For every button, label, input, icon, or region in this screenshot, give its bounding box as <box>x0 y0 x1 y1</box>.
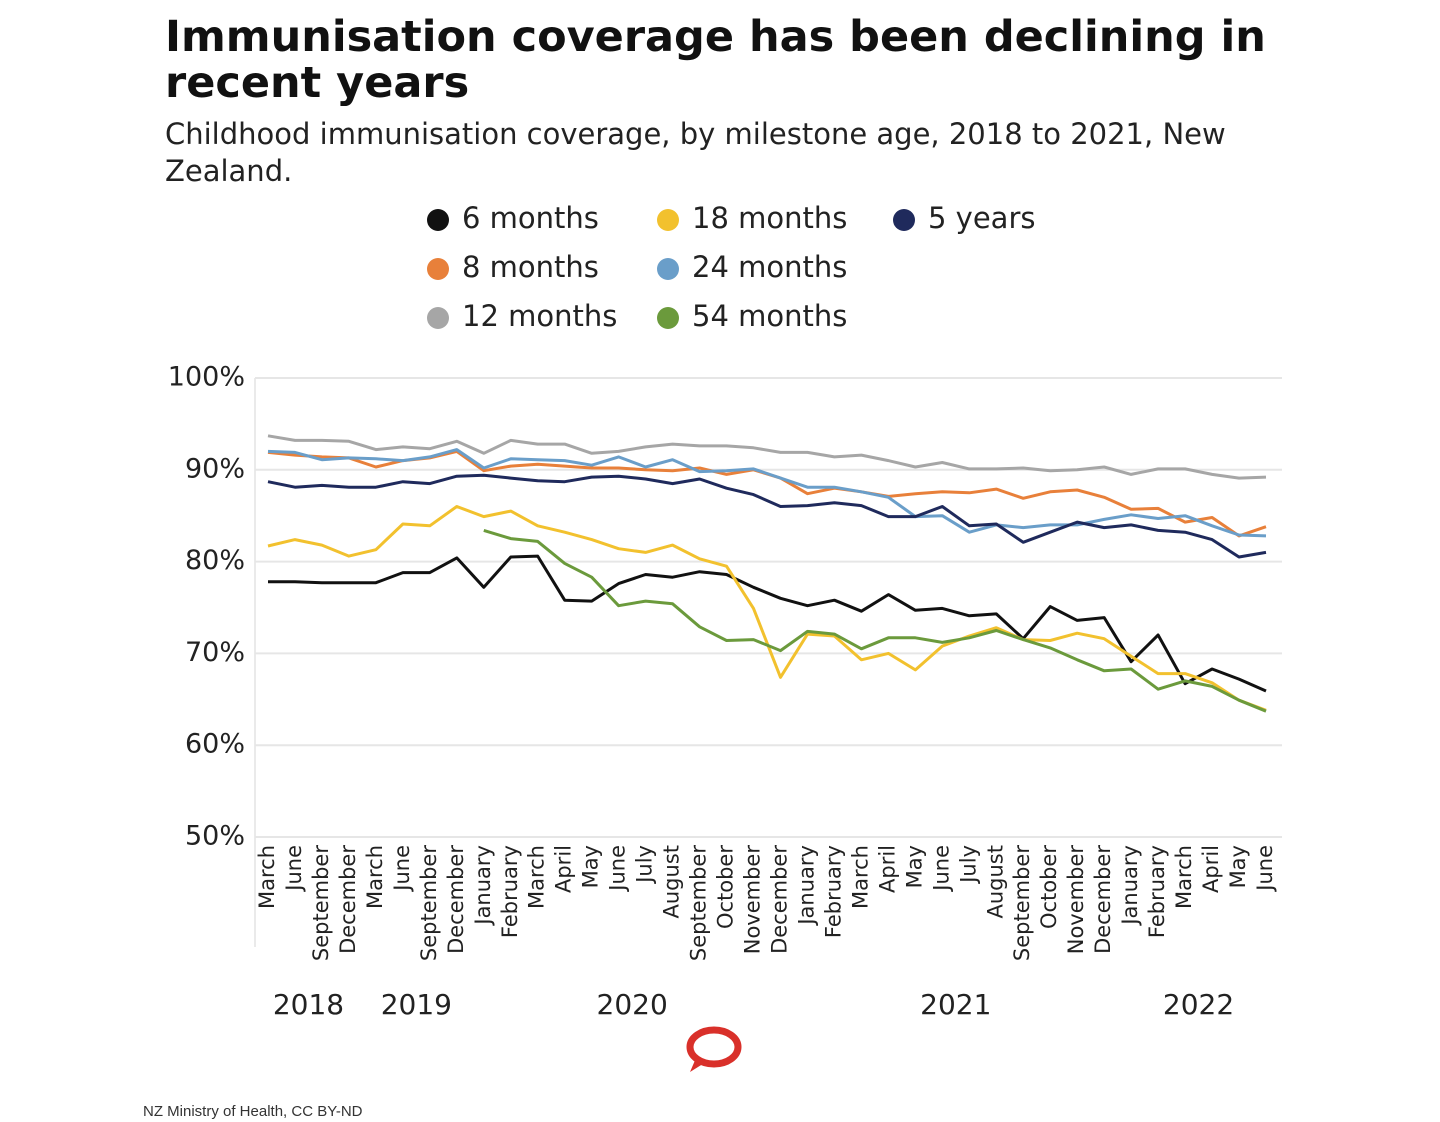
source: NZ Ministry of Health, CC BY-ND <box>143 1103 363 1120</box>
legend-swatch <box>427 307 449 329</box>
series-line <box>267 449 1267 538</box>
x-tick-label: March <box>363 845 387 909</box>
year-label: 2019 <box>381 988 452 1021</box>
x-tick-label: June <box>929 845 953 893</box>
legend-label: 24 months <box>692 250 847 284</box>
x-tick-label: November <box>1064 845 1088 955</box>
x-tick-label: February <box>498 845 522 938</box>
legend-swatch <box>657 307 679 329</box>
series-line <box>267 448 1267 538</box>
x-tick-label: June <box>390 845 414 893</box>
x-tick-label: September <box>417 845 441 961</box>
x-tick-label: May <box>902 845 926 888</box>
y-tick-label: 70% <box>185 637 245 668</box>
x-tick-label: April <box>552 845 576 893</box>
x-tick-label: December <box>336 845 360 954</box>
x-tick-label: October <box>714 845 738 929</box>
legend-swatch <box>657 209 679 231</box>
x-tick-label: June <box>1253 845 1277 893</box>
x-tick-label: May <box>579 845 603 888</box>
year-label: 2022 <box>1163 988 1234 1021</box>
legend-label: 54 months <box>692 299 847 333</box>
legend-swatch <box>893 209 915 231</box>
x-tick-label: March <box>1172 845 1196 909</box>
x-tick-label: January <box>1118 845 1142 927</box>
legend-swatch <box>427 258 449 280</box>
legend-label: 12 months <box>462 299 617 333</box>
legend-label: 8 months <box>462 250 599 284</box>
year-label: 2020 <box>597 988 668 1021</box>
x-tick-label: March <box>848 845 872 909</box>
y-tick-label: 50% <box>185 821 245 852</box>
x-tick-label: September <box>1010 845 1034 961</box>
legend-swatch <box>657 258 679 280</box>
x-tick-label: July <box>956 845 980 885</box>
x-tick-label: June <box>606 845 630 893</box>
x-tick-label: October <box>1037 845 1061 929</box>
legend-swatch <box>427 209 449 231</box>
year-label: 2021 <box>920 988 991 1021</box>
y-tick-label: 90% <box>185 453 245 484</box>
x-tick-label: August <box>660 845 684 919</box>
x-tick-label: July <box>633 845 657 885</box>
series-line <box>267 434 1267 480</box>
x-tick-label: March <box>255 845 279 909</box>
chart-subtitle: Childhood immunisation coverage, by mile… <box>165 117 1226 188</box>
x-tick-label: September <box>687 845 711 961</box>
y-tick-label: 80% <box>185 545 245 576</box>
x-tick-label: February <box>1145 845 1169 938</box>
legend-label: 5 years <box>928 201 1035 235</box>
legend-label: 18 months <box>692 201 847 235</box>
legend-label: 6 months <box>462 201 599 235</box>
x-tick-label: December <box>767 845 791 954</box>
x-tick-label: March <box>525 845 549 909</box>
x-tick-label: June <box>282 845 306 893</box>
series-line <box>483 528 1267 713</box>
y-tick-label: 100% <box>168 362 245 393</box>
x-tick-label: April <box>1199 845 1223 893</box>
series-line <box>267 473 1267 559</box>
x-tick-label: September <box>309 845 333 961</box>
chart-title: Immunisation coverage has been declining… <box>165 12 1266 108</box>
series-line <box>267 505 1267 712</box>
y-tick-label: 60% <box>185 729 245 760</box>
x-tick-label: April <box>875 845 899 893</box>
x-tick-label: December <box>1091 845 1115 954</box>
x-tick-label: August <box>983 845 1007 919</box>
x-tick-label: February <box>821 845 845 938</box>
x-tick-label: January <box>794 845 818 927</box>
x-tick-label: November <box>741 845 765 955</box>
year-label: 2018 <box>273 988 344 1021</box>
series-line <box>268 554 1267 693</box>
logo <box>686 1026 742 1072</box>
x-tick-label: January <box>471 845 495 927</box>
x-tick-label: May <box>1226 845 1250 888</box>
x-tick-label: December <box>444 845 468 954</box>
